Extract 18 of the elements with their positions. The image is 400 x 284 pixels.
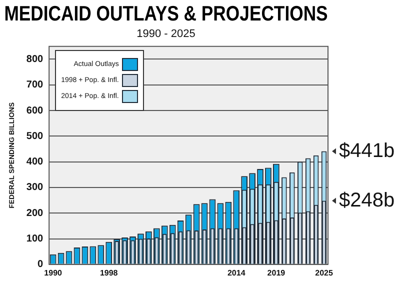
- annotation: $441b: [339, 140, 395, 162]
- x-tick-label: 1990: [44, 268, 63, 278]
- y-tick-label: 400: [26, 156, 44, 168]
- y-tick-label: 800: [26, 54, 44, 65]
- chart-subtitle: 1990 - 2025: [136, 28, 196, 40]
- chart-title: MEDICAID OUTLAYS & PROJECTIONS: [4, 2, 328, 26]
- y-tick-label: 100: [26, 234, 44, 245]
- x-tick-label: 2025: [315, 268, 334, 278]
- y-tick-label: 600: [26, 105, 44, 116]
- x-tick-label: 2014: [227, 268, 246, 278]
- y-tick-label: 300: [26, 182, 44, 194]
- y-tick-label: 0: [38, 259, 44, 270]
- annotation: $248b: [339, 189, 395, 212]
- y-tick-label: 700: [26, 80, 44, 91]
- y-tick-label: 500: [26, 130, 44, 142]
- x-tick-label: 2019: [267, 268, 286, 278]
- x-tick-label: 1998: [100, 268, 118, 278]
- y-tick-label: 200: [26, 208, 44, 219]
